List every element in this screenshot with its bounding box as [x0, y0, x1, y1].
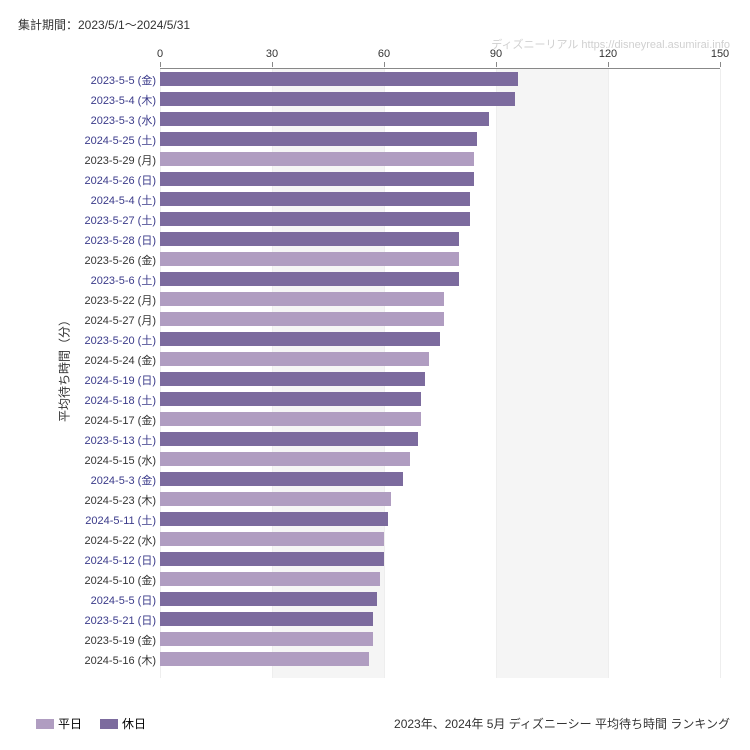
x-tick: 150	[711, 48, 729, 60]
gridline	[720, 69, 721, 678]
x-tick: 60	[378, 48, 390, 60]
legend: 平日 休日	[36, 715, 146, 732]
bar	[160, 632, 373, 646]
bar	[160, 132, 477, 146]
row-label: 2024-5-3 (金)	[91, 472, 156, 488]
bar	[160, 492, 391, 506]
legend-weekend: 休日	[100, 715, 146, 732]
row-label: 2024-5-16 (木)	[84, 652, 156, 668]
bar	[160, 592, 377, 606]
legend-weekend-label: 休日	[122, 715, 146, 732]
bar	[160, 292, 444, 306]
bar	[160, 512, 388, 526]
row-label: 2023-5-22 (月)	[84, 292, 156, 308]
bar	[160, 452, 410, 466]
bar	[160, 232, 459, 246]
row-label: 2023-5-19 (金)	[84, 632, 156, 648]
aggregation-period: 集計期間：2023/5/1～2024/5/31	[18, 16, 190, 33]
x-tick-mark	[720, 62, 721, 67]
bar	[160, 552, 384, 566]
bar	[160, 252, 459, 266]
bar	[160, 312, 444, 326]
row-label: 2024-5-22 (水)	[84, 532, 156, 548]
row-label: 2024-5-18 (土)	[84, 392, 156, 408]
row-label: 2023-5-6 (土)	[91, 272, 156, 288]
bar	[160, 112, 489, 126]
bars	[160, 68, 720, 678]
bar	[160, 432, 418, 446]
row-label: 2024-5-27 (月)	[84, 312, 156, 328]
bar	[160, 412, 421, 426]
bar	[160, 392, 421, 406]
x-tick: 90	[490, 48, 502, 60]
row-label: 2023-5-5 (金)	[91, 72, 156, 88]
row-label: 2024-5-25 (土)	[84, 132, 156, 148]
row-label: 2024-5-19 (日)	[84, 372, 156, 388]
row-label: 2023-5-29 (月)	[84, 152, 156, 168]
x-tick-mark	[160, 62, 161, 67]
x-tick-mark	[272, 62, 273, 67]
row-label: 2024-5-10 (金)	[84, 572, 156, 588]
bar	[160, 152, 474, 166]
bar	[160, 92, 515, 106]
row-label: 2024-5-15 (水)	[84, 452, 156, 468]
x-tick-mark	[608, 62, 609, 67]
x-axis: 0306090120150	[160, 48, 720, 68]
row-label: 2023-5-21 (日)	[84, 612, 156, 628]
bar	[160, 472, 403, 486]
row-label: 2023-5-27 (土)	[84, 212, 156, 228]
x-tick: 0	[157, 48, 163, 60]
legend-weekday: 平日	[36, 715, 82, 732]
swatch-weekend	[100, 719, 118, 729]
x-tick-mark	[384, 62, 385, 67]
bar	[160, 532, 384, 546]
row-label: 2024-5-4 (土)	[91, 192, 156, 208]
row-label: 2024-5-17 (金)	[84, 412, 156, 428]
row-label: 2024-5-5 (日)	[91, 592, 156, 608]
row-label: 2024-5-23 (木)	[84, 492, 156, 508]
bar	[160, 612, 373, 626]
row-label: 2023-5-20 (土)	[84, 332, 156, 348]
row-label: 2023-5-26 (金)	[84, 252, 156, 268]
legend-weekday-label: 平日	[58, 715, 82, 732]
row-label: 2023-5-4 (木)	[91, 92, 156, 108]
row-label: 2024-5-24 (金)	[84, 352, 156, 368]
bar	[160, 272, 459, 286]
bar	[160, 172, 474, 186]
chart-container: 平均待ち時間（分） 0306090120150 2023-5-5 (金)2023…	[0, 48, 750, 688]
bar	[160, 332, 440, 346]
row-label: 2023-5-3 (水)	[91, 112, 156, 128]
chart-title: 2023年、2024年 5月 ディズニーシー 平均待ち時間 ランキング	[394, 715, 730, 732]
bar	[160, 352, 429, 366]
row-label: 2023-5-28 (日)	[84, 232, 156, 248]
bar	[160, 372, 425, 386]
row-label: 2024-5-11 (土)	[85, 512, 156, 528]
row-label: 2023-5-13 (土)	[84, 432, 156, 448]
x-tick: 30	[266, 48, 278, 60]
row-label: 2024-5-26 (日)	[84, 172, 156, 188]
bar	[160, 652, 369, 666]
x-tick: 120	[599, 48, 617, 60]
row-label: 2024-5-12 (日)	[84, 552, 156, 568]
swatch-weekday	[36, 719, 54, 729]
x-tick-mark	[496, 62, 497, 67]
bar	[160, 572, 380, 586]
bar	[160, 212, 470, 226]
bar	[160, 72, 518, 86]
row-labels: 2023-5-5 (金) 2023-5-4 (木) 2023-5-3 (水) 2024…	[0, 68, 160, 678]
bar	[160, 192, 470, 206]
